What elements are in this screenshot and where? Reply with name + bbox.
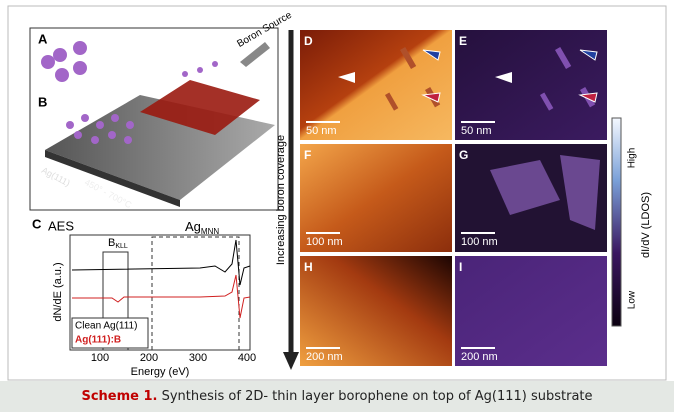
colorbar [612, 118, 621, 326]
x-axis-label: Energy (eV) [131, 366, 190, 378]
scale-label: 50 nm [306, 125, 337, 137]
scale-label: 200 nm [306, 351, 343, 363]
shape [182, 71, 188, 77]
panel-label: A [38, 31, 48, 46]
shape [55, 68, 69, 82]
shape [126, 121, 134, 129]
shape [41, 55, 55, 69]
caption-text: Synthesis of 2D- thin layer borophene on… [157, 389, 592, 404]
x-tick-label: 100 [91, 352, 109, 364]
scale-label: 100 nm [306, 236, 343, 248]
figure: A B Boron Source Ag(111) 450° - 700°C C … [0, 0, 674, 381]
shape [111, 114, 119, 122]
shape [197, 67, 203, 73]
scale-label: 50 nm [461, 125, 492, 137]
x-tick-label: 200 [140, 352, 158, 364]
caption-label: Scheme 1. [81, 389, 157, 404]
arrow-label: Increasing boron coverage [275, 135, 287, 265]
aes-title: AES [48, 218, 74, 233]
shape [74, 131, 82, 139]
shape [73, 41, 87, 55]
shape [81, 114, 89, 122]
panel-label: I [459, 260, 462, 274]
panel-label: B [38, 94, 47, 109]
legend-entry: Ag(111):B [75, 335, 121, 346]
x-tick-label: 400 [238, 352, 256, 364]
shape [53, 48, 67, 62]
y-axis-label: dN/dE (a.u.) [52, 262, 64, 321]
stm-image [300, 256, 452, 366]
shape [124, 136, 132, 144]
colorbar-low: Low [627, 290, 638, 309]
shape [66, 121, 74, 129]
caption: Scheme 1. Synthesis of 2D- thin layer bo… [0, 381, 674, 412]
panel-label: C [32, 216, 42, 231]
panel-label: E [459, 34, 467, 48]
colorbar-label: dI/dV (LDOS) [640, 192, 652, 258]
panel-label: H [304, 260, 313, 274]
scale-label: 200 nm [461, 351, 498, 363]
shape [96, 121, 104, 129]
panel-label: G [459, 148, 468, 162]
legend-entry: Clean Ag(111) [75, 321, 137, 332]
colorbar-high: High [627, 148, 638, 169]
shape [108, 131, 116, 139]
shape: B [108, 237, 115, 249]
panel-label: F [304, 148, 311, 162]
shape: KLL [115, 243, 128, 250]
shape [91, 136, 99, 144]
stm-image [455, 256, 607, 366]
scale-label: 100 nm [461, 236, 498, 248]
page: {"figure": { "panel_labels": ["A", "B", … [0, 0, 674, 412]
stm-image [455, 30, 607, 140]
shape: MNN [201, 227, 219, 236]
shape: Ag [185, 219, 201, 234]
panel-label: D [304, 34, 313, 48]
shape [212, 61, 218, 67]
stm-image [300, 30, 452, 140]
x-tick-label: 300 [189, 352, 207, 364]
shape [73, 61, 87, 75]
